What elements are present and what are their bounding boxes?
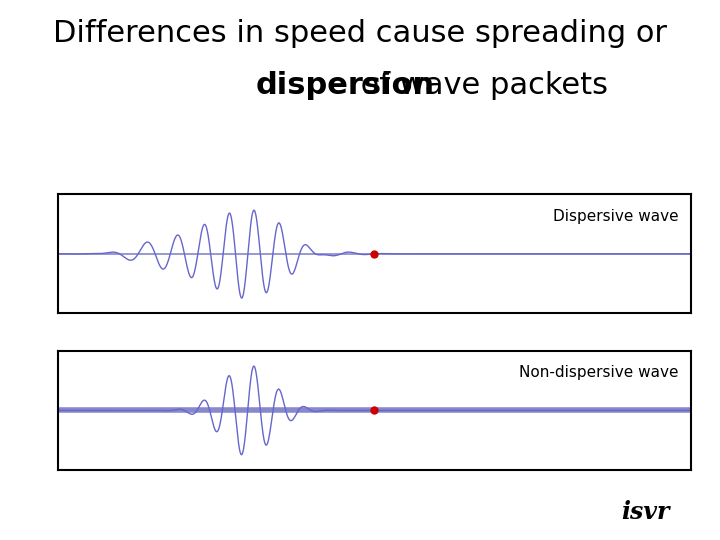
Text: Differences in speed cause spreading or: Differences in speed cause spreading or — [53, 19, 667, 48]
Text: dispersion: dispersion — [256, 71, 435, 100]
Text: isvr: isvr — [621, 500, 670, 524]
Text: of wave packets: of wave packets — [351, 71, 608, 100]
Text: Dispersive wave: Dispersive wave — [553, 208, 678, 224]
Text: Non-dispersive wave: Non-dispersive wave — [519, 365, 678, 380]
